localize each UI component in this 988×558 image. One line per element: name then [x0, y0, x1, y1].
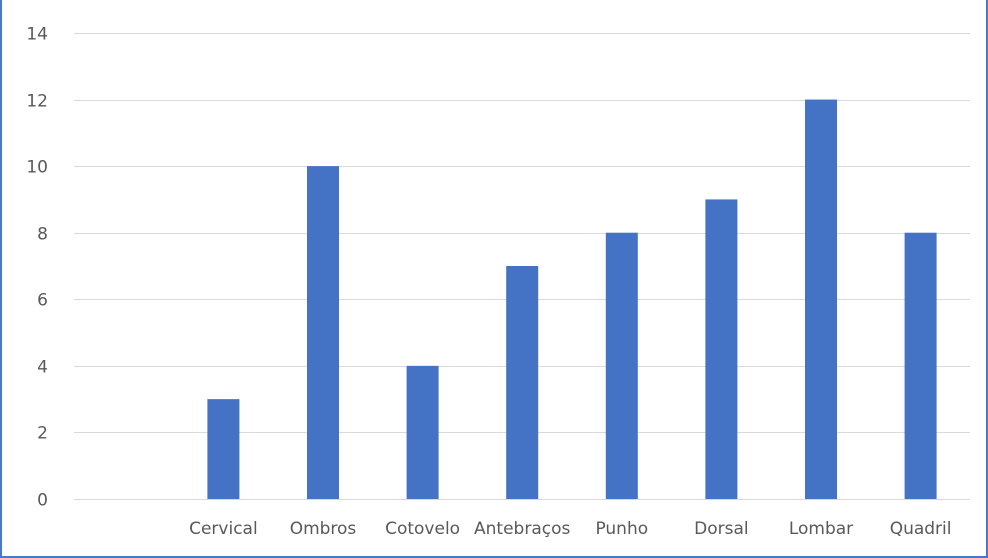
bar-quadril [904, 232, 937, 499]
bar-cotovelo [406, 365, 439, 499]
bar-ombros [307, 166, 339, 499]
bar-punho [605, 232, 638, 499]
x-tick-label: Punho [595, 519, 648, 539]
x-tick-label: Quadril [890, 519, 952, 539]
x-tick-label: Antebraços [474, 519, 570, 539]
y-tick-label: 0 [37, 491, 48, 511]
x-axis-labels: Cervical Ombros Cotovelo Antebraços Punho Dor… [189, 519, 951, 539]
y-tick-label: 12 [26, 92, 48, 112]
bar-lombar [805, 99, 837, 500]
x-tick-label: Dorsal [694, 519, 748, 539]
y-tick-label: 2 [37, 424, 48, 444]
y-axis-ticks: 0 2 4 6 8 10 12 14 [26, 25, 48, 511]
bar-antebraços [506, 266, 539, 499]
x-tick-label: Lombar [789, 519, 853, 539]
y-tick-label: 6 [37, 291, 48, 311]
x-tick-label: Ombros [290, 519, 357, 539]
y-tick-label: 14 [26, 25, 48, 45]
x-tick-label: Cotovelo [385, 519, 460, 539]
y-tick-label: 4 [37, 358, 48, 378]
bar-cervical [207, 399, 240, 499]
bar-dorsal [705, 199, 738, 499]
bars [207, 99, 937, 500]
x-tick-label: Cervical [189, 519, 258, 539]
y-tick-label: 8 [37, 225, 48, 245]
y-tick-label: 10 [26, 158, 48, 178]
